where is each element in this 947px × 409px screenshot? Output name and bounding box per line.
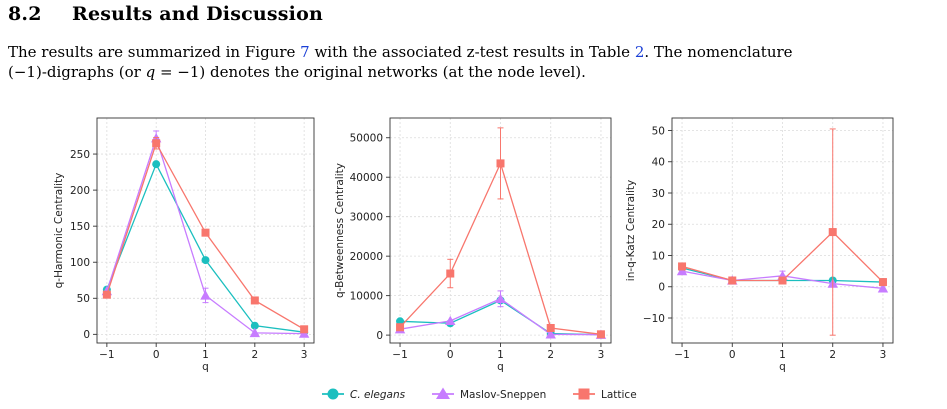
paragraph-text: (−1)-digraphs (or	[8, 63, 146, 81]
y-tick-label: 200	[70, 185, 90, 197]
x-axis-label: q	[779, 361, 786, 373]
chart-panel-2: −1 0 1 2 3 0 10000 20000 30000 40000 50000 q q-Betwe…	[334, 117, 612, 373]
x-axis-label: q	[202, 361, 209, 373]
data-point	[676, 265, 688, 276]
data-point	[778, 276, 787, 285]
legend-label: C. elegans	[350, 389, 406, 401]
y-tick-label: 20000	[350, 251, 383, 263]
data-point	[496, 159, 505, 168]
y-tick-label: 100	[70, 257, 90, 269]
y-tick-label: 40	[652, 157, 665, 169]
y-axis-label: q-Betweenness Centrality	[334, 163, 346, 298]
paragraph-text: with the associated z-test results in Ta…	[309, 43, 635, 61]
table-reference-link[interactable]: 2	[634, 43, 645, 61]
paragraph-text: The results are summarized in Figure	[8, 43, 301, 61]
legend-marker-circle	[327, 388, 339, 400]
y-tick-label: 150	[70, 221, 90, 233]
x-tick-label: 3	[598, 349, 605, 361]
x-tick-label: 0	[729, 349, 736, 361]
x-tick-label: 2	[547, 349, 554, 361]
data-point	[249, 327, 261, 338]
paragraph-text: . The nomenclature	[644, 43, 793, 61]
x-tick-label: 2	[251, 349, 258, 361]
x-tick-label: 1	[779, 349, 786, 361]
data-point	[446, 269, 455, 278]
y-tick-label: 50	[652, 125, 665, 137]
y-axis-label: q-Harmonic Centrality	[53, 173, 65, 289]
x-tick-label: −1	[99, 349, 114, 361]
legend-label: Maslov-Sneppen	[460, 389, 546, 401]
x-tick-label: 1	[202, 349, 209, 361]
legend-marker-triangle	[436, 387, 450, 399]
y-tick-label: −10	[643, 313, 665, 325]
y-tick-label: 250	[70, 149, 90, 161]
data-point	[300, 325, 309, 334]
data-point	[678, 262, 687, 271]
figure-reference-link[interactable]: 7	[300, 43, 310, 61]
data-point	[495, 293, 506, 303]
y-axis-label: in-q-Katz Centrality	[625, 180, 637, 281]
x-tick-label: −1	[392, 349, 407, 361]
data-point	[102, 290, 111, 299]
y-tick-label: 30	[652, 188, 665, 200]
section-number: 8.2	[8, 3, 42, 25]
y-tick-label: 40000	[350, 172, 383, 184]
data-point	[250, 296, 259, 305]
x-tick-label: 3	[301, 349, 308, 361]
x-tick-label: 0	[447, 349, 454, 361]
x-tick-label: 0	[153, 349, 160, 361]
y-tick-label: 10	[652, 250, 665, 262]
data-point	[200, 290, 211, 300]
data-point	[596, 330, 605, 339]
legend-marker-square	[578, 388, 590, 400]
chart-panel-1: −1 0 1 2 3 0 50 100 150 200 250 q q-Harmonic Central…	[53, 117, 315, 373]
results-paragraph: The results are summarized in Figure 7 w…	[8, 42, 943, 82]
legend: C. elegans Maslov-Sneppen Lattice	[322, 387, 637, 401]
data-point	[828, 228, 837, 237]
data-point	[250, 321, 259, 330]
x-tick-label: 1	[497, 349, 504, 361]
data-point	[152, 160, 161, 169]
y-tick-label: 20	[652, 219, 665, 231]
y-tick-label: 50000	[350, 133, 383, 145]
data-point	[546, 324, 555, 332]
section-title: Results and Discussion	[72, 3, 323, 25]
data-point	[396, 323, 405, 332]
y-tick-label: 0	[376, 330, 383, 342]
data-point	[445, 315, 456, 326]
data-point	[545, 329, 556, 339]
data-point	[877, 283, 889, 293]
data-point	[728, 276, 737, 285]
y-tick-label: 0	[83, 329, 90, 341]
x-tick-label: 3	[880, 349, 887, 361]
legend-label: Lattice	[601, 389, 637, 401]
x-axis-label: q	[497, 361, 504, 373]
x-tick-label: 2	[829, 349, 836, 361]
paragraph-line-1: The results are summarized in Figure 7 w…	[8, 42, 943, 62]
paragraph-line-2: (−1)-digraphs (or q = −1) denotes the or…	[8, 62, 943, 82]
math-variable: q	[145, 63, 156, 81]
y-tick-label: 30000	[350, 211, 383, 223]
y-tick-label: 10000	[350, 290, 383, 302]
section-heading: 8.2 Results and Discussion	[8, 3, 323, 25]
data-point	[152, 139, 161, 148]
y-tick-label: 0	[658, 282, 665, 294]
y-tick-label: 50	[77, 293, 90, 305]
paragraph-text: = −1) denotes the original networks (at …	[155, 63, 586, 81]
data-point	[878, 278, 887, 287]
data-point	[201, 228, 210, 237]
x-tick-label: −1	[674, 349, 689, 361]
data-point	[201, 256, 210, 265]
